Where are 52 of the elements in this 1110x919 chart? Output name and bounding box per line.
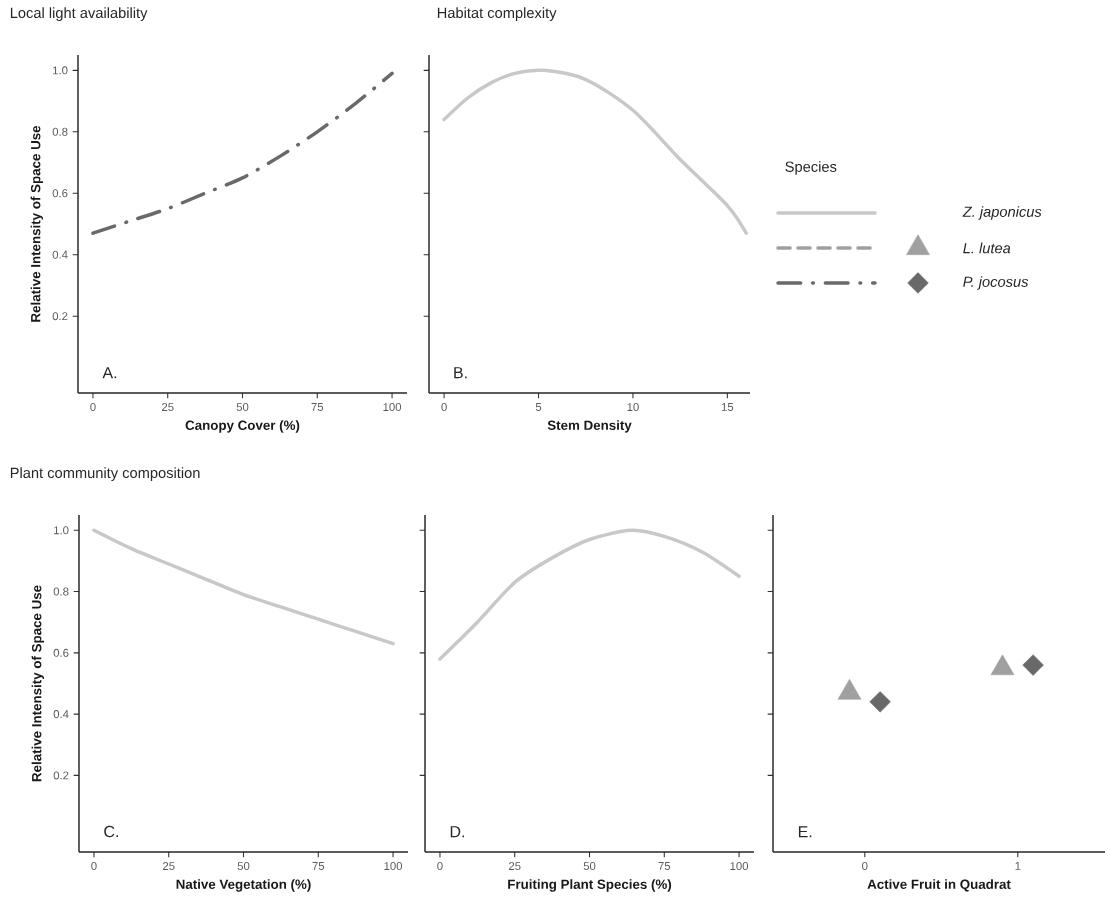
x-tick-label: 0 bbox=[437, 862, 443, 871]
y-tick-label: 0.6 bbox=[52, 189, 68, 198]
x-tick-label: 75 bbox=[658, 862, 671, 870]
annotation: D. bbox=[450, 826, 464, 838]
chart-title: Habitat complexity bbox=[437, 7, 557, 21]
x-tick-label: 25 bbox=[161, 403, 174, 412]
chart-title: Plant community composition bbox=[10, 467, 200, 481]
y-axis-title: Relative Intensity of Space Use bbox=[31, 585, 45, 782]
x-axis-title: Stem Density bbox=[547, 420, 632, 433]
x-tick-label: 100 bbox=[383, 403, 402, 412]
line-series bbox=[92, 528, 395, 646]
x-axis-title: Fruiting Plant Species (%) bbox=[508, 879, 672, 892]
y-tick-label: 0.4 bbox=[53, 710, 69, 719]
x-tick-label: 5 bbox=[535, 403, 542, 411]
line-series bbox=[91, 71, 394, 235]
annotation: B. bbox=[454, 367, 467, 379]
x-axis-title: Native Vegetation (%) bbox=[176, 879, 311, 892]
x-tick-label: 10 bbox=[627, 403, 639, 412]
chart-title: Local light availability bbox=[10, 7, 148, 21]
x-axis-title: Active Fruit in Quadrat bbox=[867, 879, 1011, 892]
x-tick-label: 1 bbox=[1015, 862, 1021, 870]
x-tick-label: 100 bbox=[384, 862, 403, 871]
y-tick-label: 0.4 bbox=[52, 250, 68, 259]
x-tick-label: 0 bbox=[90, 403, 96, 412]
x-tick-label: 50 bbox=[236, 403, 249, 412]
y-tick-label: 1.0 bbox=[53, 66, 68, 75]
x-tick-label: 0 bbox=[441, 403, 447, 412]
x-tick-label: 50 bbox=[237, 862, 250, 871]
x-tick-label: 50 bbox=[583, 862, 596, 871]
x-tick-label: 25 bbox=[162, 862, 175, 871]
y-tick-label: 0.8 bbox=[53, 587, 69, 596]
legend-label: L. lutea bbox=[963, 242, 1011, 254]
y-tick-label: 0.2 bbox=[52, 312, 68, 321]
text: Z. japonicus bbox=[962, 206, 1042, 220]
x-tick-label: 75 bbox=[312, 862, 325, 870]
legend-label: P. jocosus bbox=[963, 276, 1029, 290]
x-tick-label: 0 bbox=[862, 862, 868, 871]
y-tick-label: 0.8 bbox=[52, 127, 68, 136]
y-tick-label: 0.2 bbox=[53, 771, 69, 780]
x-tick-label: 75 bbox=[311, 403, 324, 411]
annotation: C. bbox=[104, 825, 118, 838]
y-tick-label: 0.6 bbox=[53, 648, 69, 657]
x-tick-label: 0 bbox=[91, 862, 97, 871]
x-tick-label: 15 bbox=[721, 403, 734, 411]
y-axis-title: Relative Intensity of Space Use bbox=[30, 125, 44, 322]
x-tick-label: 100 bbox=[730, 862, 749, 871]
annotation: A. bbox=[102, 367, 117, 379]
legend-title: Species bbox=[785, 161, 837, 175]
annotation: E. bbox=[798, 826, 812, 838]
x-tick-label: 25 bbox=[509, 862, 521, 871]
y-tick-label: 1.0 bbox=[54, 526, 69, 535]
x-axis-title: Canopy Cover (%) bbox=[185, 420, 300, 433]
